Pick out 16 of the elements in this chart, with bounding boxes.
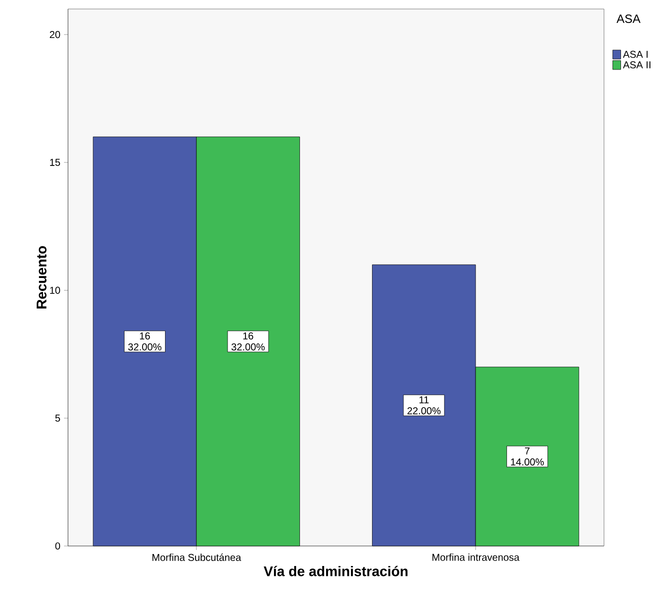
y-tick-label: 0: [55, 542, 60, 550]
legend-label: ASA I: [622, 50, 648, 58]
data-label: 7 14.00%: [511, 447, 544, 466]
y-tick-label: 10: [50, 286, 60, 294]
y-tick-label: 20: [50, 31, 60, 38]
legend-label: ASA II: [622, 61, 650, 68]
data-label: 16 32.00%: [231, 332, 265, 350]
data-label: 16 32.00%: [128, 332, 162, 350]
y-axis-title: Recuento: [36, 246, 46, 308]
x-tick-label: Morfina intravenosa: [432, 554, 520, 561]
legend-title: ASA: [616, 14, 641, 24]
x-tick-label: Morfina Subcutánea: [152, 554, 242, 561]
data-label: 11 22.00%: [407, 396, 441, 414]
y-tick-label: 15: [50, 158, 60, 166]
y-tick-label: 5: [55, 414, 60, 422]
x-axis-title: Vía de administración: [264, 566, 408, 576]
